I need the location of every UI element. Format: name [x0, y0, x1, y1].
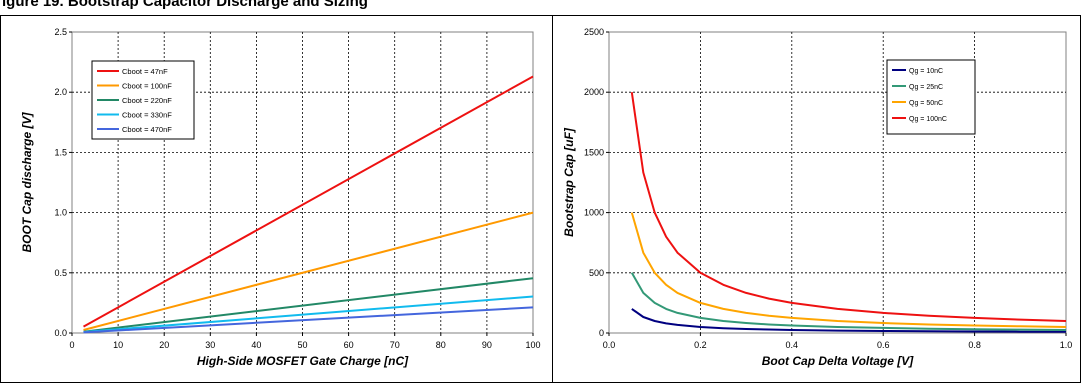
x-tick-label: 0.2 [694, 340, 707, 350]
y-axis-label: BOOT Cap discharge [V] [20, 111, 34, 252]
legend-entry-label: Cboot = 47nF [122, 67, 168, 76]
x-tick-label: 60 [344, 340, 354, 350]
x-axis-label: Boot Cap Delta Voltage [V] [762, 354, 915, 368]
x-tick-label: 70 [390, 340, 400, 350]
x-tick-label: 1.0 [1060, 340, 1073, 350]
x-tick-label: 20 [159, 340, 169, 350]
y-tick-label: 2.0 [54, 87, 67, 97]
y-tick-label: 1.5 [54, 147, 67, 157]
chart-right-bootstrap-cap: 0.0 0.2 0.4 0.6 0.8 1.0 0 500 1000 1500 2000 2500 Bo… [562, 27, 1073, 368]
series-line-qg-10nc [631, 308, 1067, 333]
x-tick-label: 40 [251, 340, 261, 350]
x-tick-label: 50 [297, 340, 307, 350]
y-tick-label: 0.5 [54, 268, 67, 278]
y-tick-label: 1500 [584, 147, 604, 157]
legend-entry-label: Qg = 100nC [909, 116, 947, 123]
panel-divider [552, 15, 553, 383]
series-line-cboot-47nf [83, 75, 534, 328]
y-tick-label: 2000 [584, 87, 604, 97]
x-tick-label: 80 [436, 340, 446, 350]
y-tick-label: 2500 [584, 27, 604, 37]
y-axis-label: Bootstrap Cap [uF] [562, 127, 576, 237]
legend-entry-label: Cboot = 470nF [122, 125, 172, 134]
series-line-qg-50nc [630, 212, 1067, 328]
legend-entry-label: Qg = 50nC [909, 100, 943, 107]
y-tick-label: 1.0 [54, 208, 67, 218]
series-line-qg-25nc [630, 272, 1067, 331]
y-tick-label: 1000 [584, 208, 604, 218]
legend-entry-label: Cboot = 100nF [122, 82, 172, 91]
x-tick-label: 90 [482, 340, 492, 350]
legend-entry-label: Cboot = 330nF [122, 111, 172, 120]
x-tick-label: 0 [69, 340, 74, 350]
series-line-cboot-330nf [83, 295, 534, 333]
series-line-qg-100nc [630, 92, 1067, 322]
legend-box [886, 59, 976, 135]
plot-area [608, 31, 1067, 334]
x-axis-label: High-Side MOSFET Gate Charge [nC] [197, 354, 409, 368]
legend-entry-label: Qg = 25nC [909, 84, 943, 91]
y-tick-label: 0.0 [54, 328, 67, 338]
chart-left-gate-charge: 0 10 20 30 40 50 60 70 80 90 100 0.0 0.5 1.0 1.5 2.0 2.5… [20, 27, 541, 368]
x-tick-label: 0.6 [877, 340, 890, 350]
y-tick-label: 0 [599, 328, 604, 338]
x-tick-label: 0.0 [603, 340, 616, 350]
series-line-cboot-220nf [83, 277, 534, 333]
x-tick-label: 100 [525, 340, 540, 350]
legend-entry-label: Cboot = 220nF [122, 96, 172, 105]
y-tick-label: 500 [589, 268, 604, 278]
x-tick-label: 10 [113, 340, 123, 350]
figure-title: igure 19. Bootstrap Capacitor Discharge … [2, 0, 368, 10]
legend-entry-label: Qg = 10nC [909, 68, 943, 75]
legend: Qg = 10nC Qg = 25nC Qg = 50nC Qg = 100nC [886, 59, 976, 135]
x-tick-label: 0.8 [968, 340, 981, 350]
x-tick-label: 30 [205, 340, 215, 350]
figure-frame [0, 15, 1081, 383]
series-line-cboot-100nf [83, 211, 534, 331]
y-tick-label: 2.5 [54, 27, 67, 37]
x-tick-label: 0.4 [786, 340, 799, 350]
series-line-cboot-470nf [83, 306, 534, 334]
legend: Cboot = 47nF Cboot = 100nF Cboot = 220nF Cb… [91, 60, 195, 140]
